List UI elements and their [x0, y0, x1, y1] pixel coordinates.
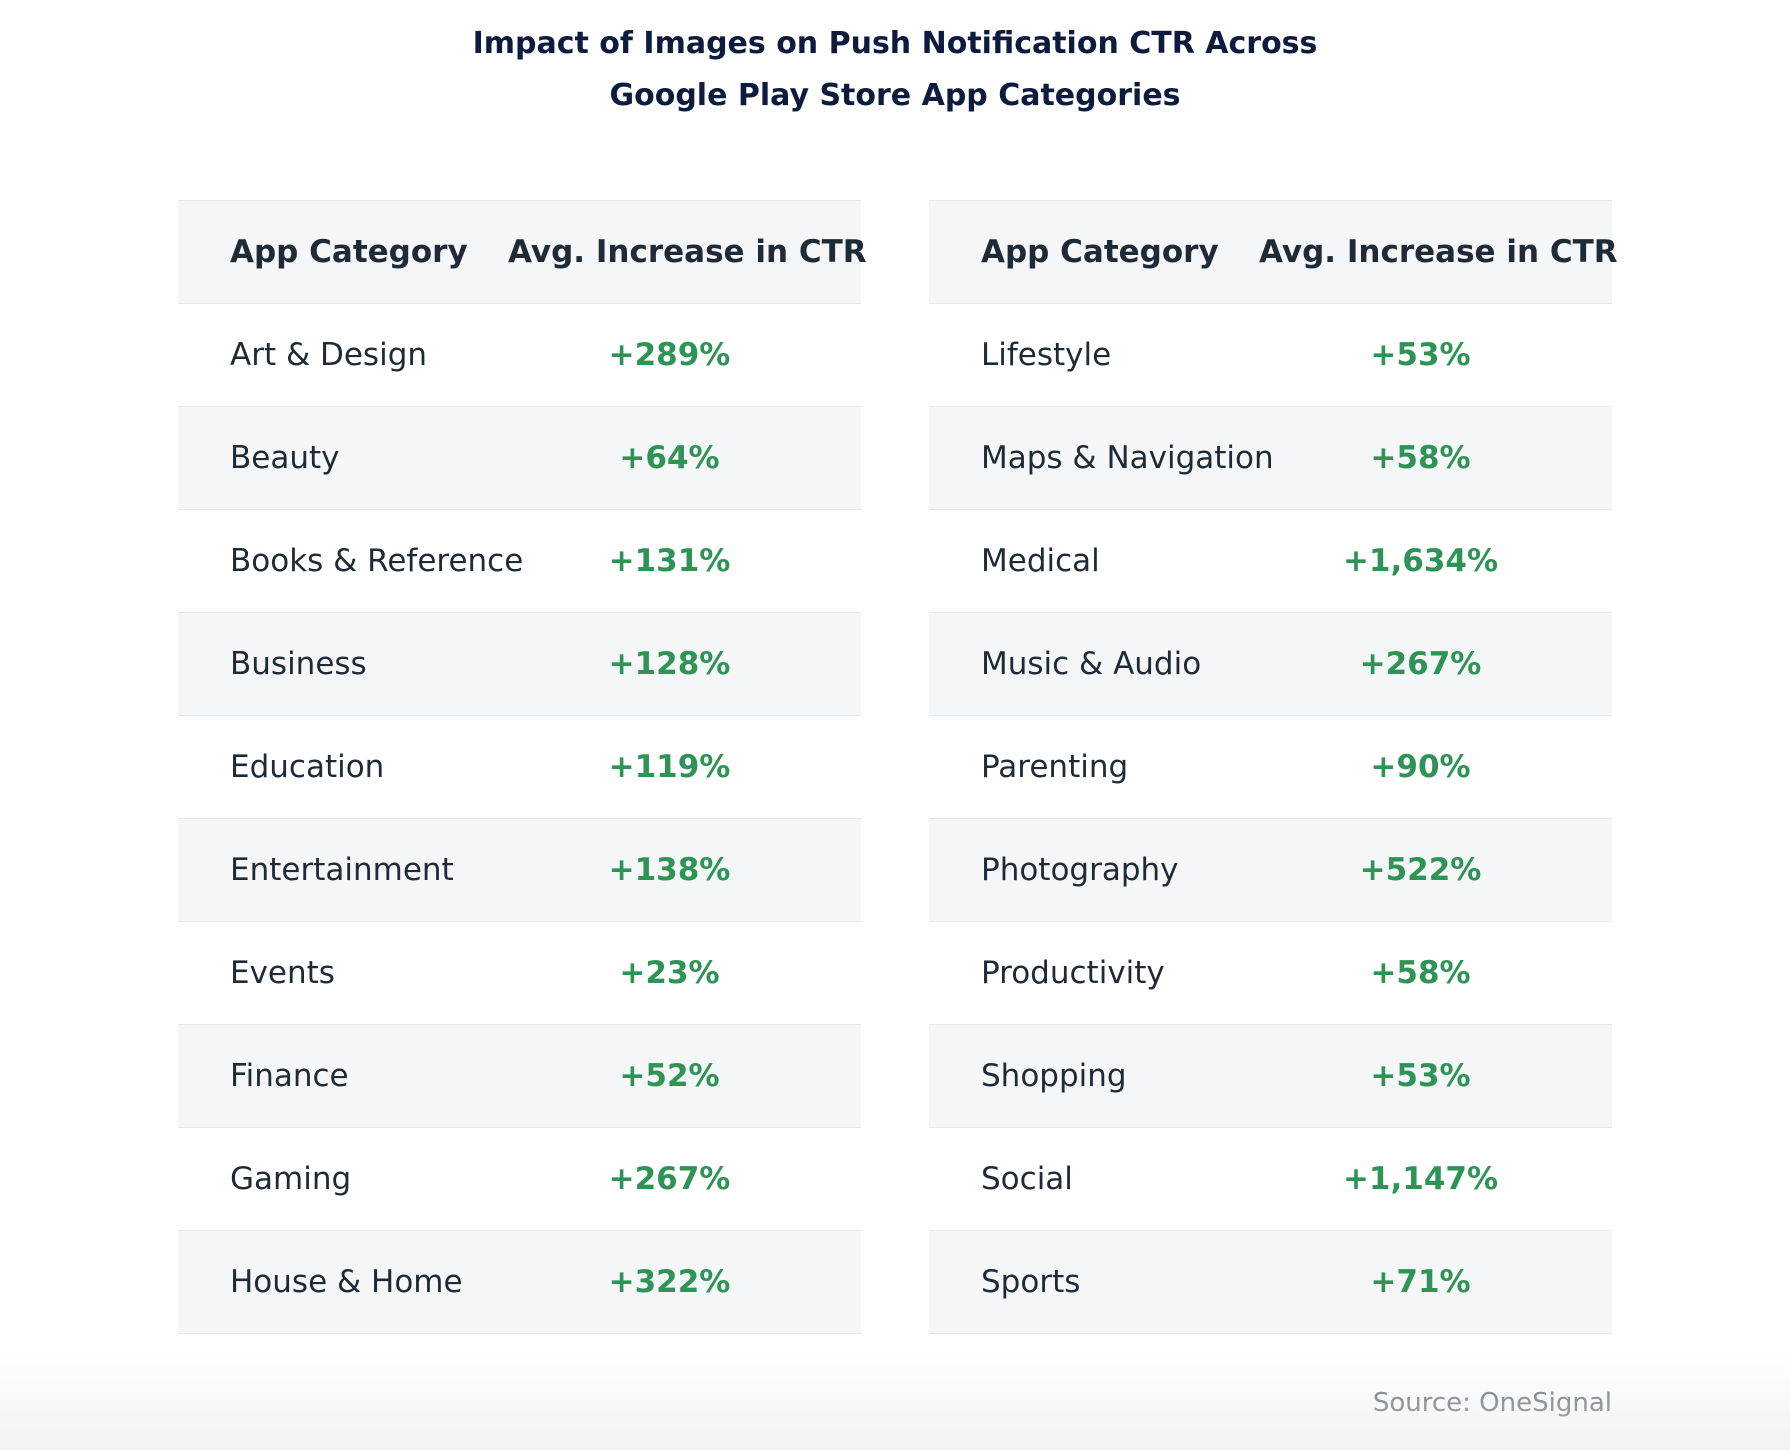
ctr-increase-cell: +128%: [508, 612, 861, 716]
ctr-increase-cell: +119%: [508, 715, 861, 819]
table-row: Education +119%: [178, 715, 861, 819]
ctr-increase-cell: +52%: [508, 1024, 861, 1128]
category-cell: Education: [178, 715, 508, 819]
ctr-increase-cell: +522%: [1259, 818, 1612, 922]
ctr-increase-cell: +1,147%: [1259, 1127, 1612, 1231]
category-cell: Photography: [929, 818, 1259, 922]
category-cell: Shopping: [929, 1024, 1259, 1128]
category-cell: Entertainment: [178, 818, 508, 922]
table-row: Events +23%: [178, 921, 861, 1025]
source-label: Source: OneSignal: [1372, 1388, 1612, 1418]
category-cell: House & Home: [178, 1230, 508, 1334]
table-row: Parenting +90%: [929, 715, 1612, 819]
table-row: Medical +1,634%: [929, 509, 1612, 613]
category-cell: Business: [178, 612, 508, 716]
table-row: Music & Audio +267%: [929, 612, 1612, 716]
ctr-increase-cell: +58%: [1259, 921, 1612, 1025]
table-row: Shopping +53%: [929, 1024, 1612, 1128]
table-row: Sports +71%: [929, 1230, 1612, 1334]
ctr-increase-cell: +58%: [1259, 406, 1612, 510]
table-row: Maps & Navigation +58%: [929, 406, 1612, 510]
header-app-category: App Category: [178, 200, 508, 304]
ctr-increase-cell: +138%: [508, 818, 861, 922]
category-cell: Music & Audio: [929, 612, 1259, 716]
ctr-increase-cell: +131%: [508, 509, 861, 613]
ctr-increase-cell: +71%: [1259, 1230, 1612, 1334]
header-avg-increase: Avg. Increase in CTR: [508, 200, 867, 304]
ctr-increase-cell: +1,634%: [1259, 509, 1612, 613]
category-cell: Beauty: [178, 406, 508, 510]
category-cell: Art & Design: [178, 303, 508, 407]
table-row: Gaming +267%: [178, 1127, 861, 1231]
table-row: Entertainment +138%: [178, 818, 861, 922]
ctr-increase-cell: +53%: [1259, 1024, 1612, 1128]
ctr-increase-cell: +64%: [508, 406, 861, 510]
header-app-category: App Category: [929, 200, 1259, 304]
table-row: Social +1,147%: [929, 1127, 1612, 1231]
category-cell: Productivity: [929, 921, 1259, 1025]
table-body-left: Art & Design +289% Beauty +64% Books & Refer…: [178, 303, 861, 1334]
chart-title: Impact of Images on Push Notification CT…: [0, 18, 1790, 122]
table-row: Photography +522%: [929, 818, 1612, 922]
table-row: House & Home +322%: [178, 1230, 861, 1334]
category-cell: Gaming: [178, 1127, 508, 1231]
table-header-row: App Category Avg. Increase in CTR: [929, 200, 1618, 304]
category-cell: Finance: [178, 1024, 508, 1128]
category-cell: Maps & Navigation: [929, 406, 1274, 510]
table-row: Business +128%: [178, 612, 861, 716]
header-avg-increase: Avg. Increase in CTR: [1259, 200, 1618, 304]
category-cell: Lifestyle: [929, 303, 1259, 407]
table-body-right: Lifestyle +53% Maps & Navigation +58% Medica…: [929, 303, 1612, 1334]
table-row: Finance +52%: [178, 1024, 861, 1128]
category-cell: Sports: [929, 1230, 1259, 1334]
table-row: Books & Reference +131%: [178, 509, 861, 613]
category-cell: Books & Reference: [178, 509, 523, 613]
ctr-increase-cell: +267%: [508, 1127, 861, 1231]
ctr-increase-cell: +267%: [1259, 612, 1612, 716]
ctr-increase-cell: +23%: [508, 921, 861, 1025]
table-header-row: App Category Avg. Increase in CTR: [178, 200, 867, 304]
table-row: Productivity +58%: [929, 921, 1612, 1025]
category-cell: Social: [929, 1127, 1259, 1231]
chart-title-line-1: Impact of Images on Push Notification CT…: [472, 26, 1318, 61]
chart-title-line-2: Google Play Store App Categories: [609, 78, 1181, 113]
category-cell: Events: [178, 921, 508, 1025]
ctr-increase-cell: +53%: [1259, 303, 1612, 407]
ctr-increase-cell: +322%: [508, 1230, 861, 1334]
category-cell: Parenting: [929, 715, 1259, 819]
ctr-increase-cell: +289%: [508, 303, 861, 407]
category-cell: Medical: [929, 509, 1259, 613]
table-row: Beauty +64%: [178, 406, 861, 510]
ctr-increase-cell: +90%: [1259, 715, 1612, 819]
table-row: Art & Design +289%: [178, 303, 861, 407]
ctr-table-left: App Category Avg. Increase in CTR Art & …: [178, 200, 867, 1334]
ctr-table-right: App Category Avg. Increase in CTR Lifest…: [929, 200, 1618, 1334]
table-row: Lifestyle +53%: [929, 303, 1612, 407]
